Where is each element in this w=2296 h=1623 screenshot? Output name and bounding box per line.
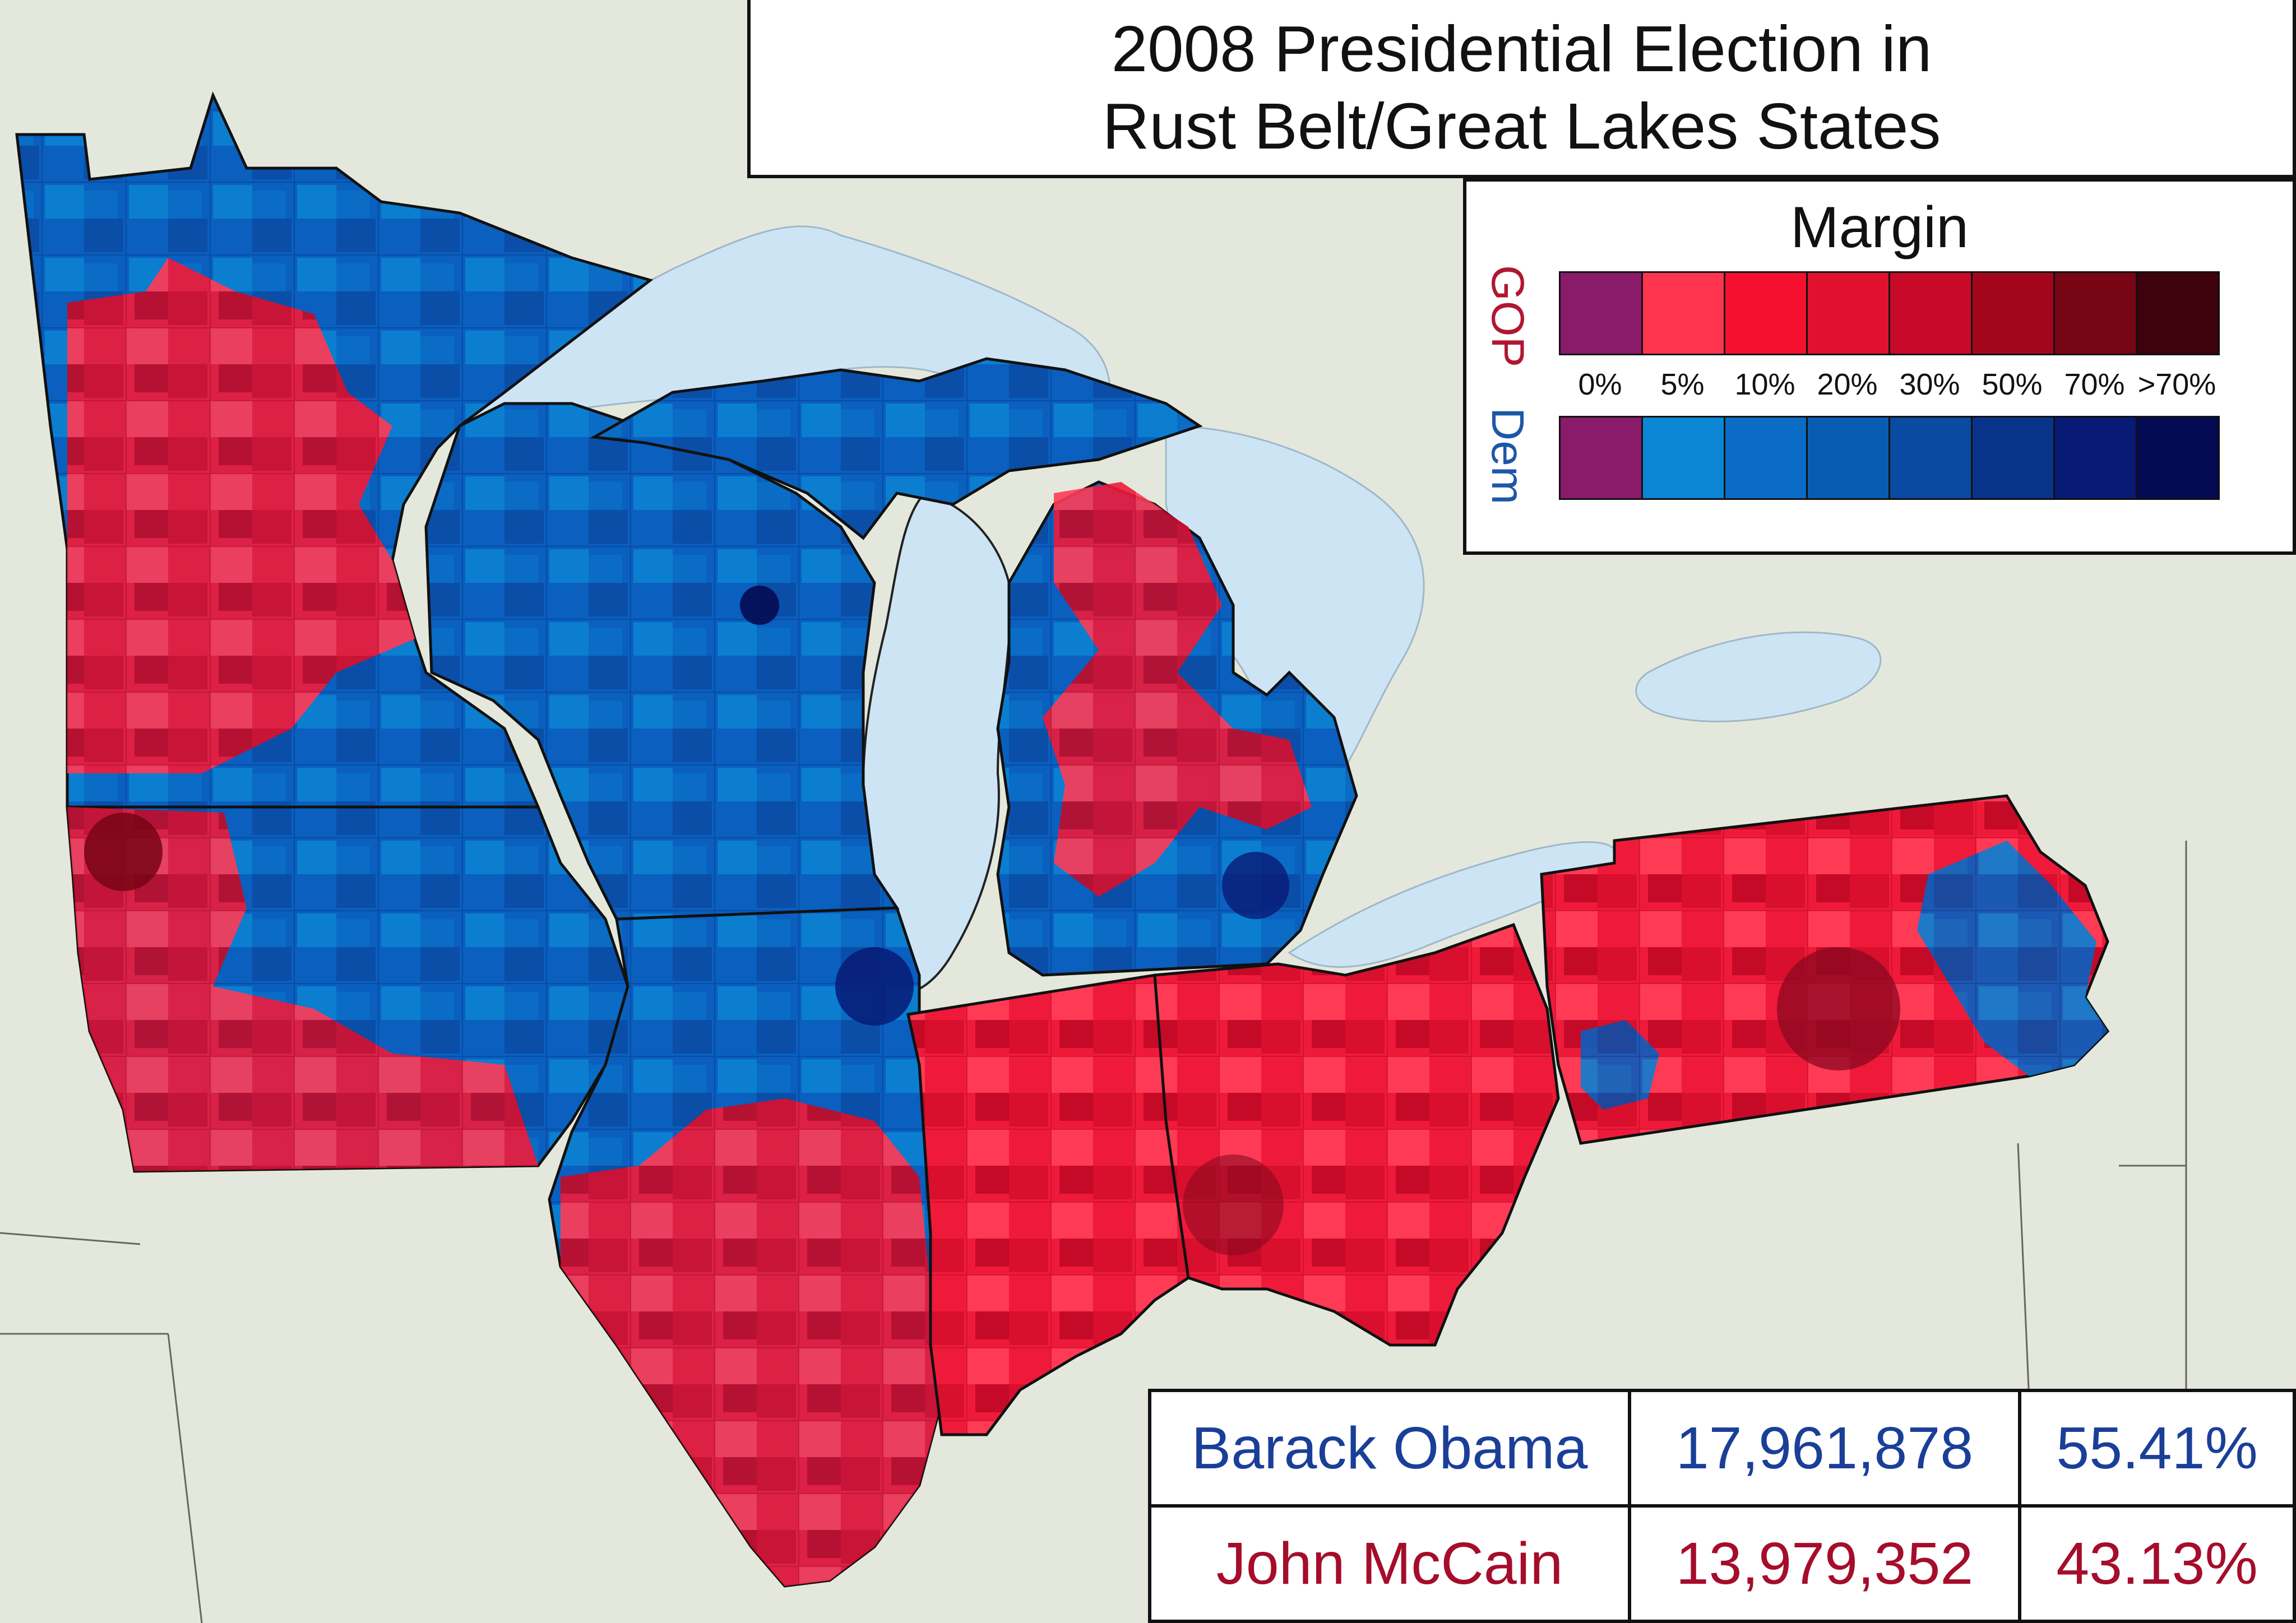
dem-swatch-7 bbox=[2136, 416, 2220, 500]
candidate-name: Barack Obama bbox=[1148, 1389, 1631, 1508]
legend-dem-swatches bbox=[1559, 416, 2220, 500]
title-line-1: 2008 Presidential Election in bbox=[1111, 12, 1932, 85]
pennsylvania-dem-west bbox=[1581, 1020, 1659, 1110]
legend-box: Margin GOP Dem 0% 5% 10% 20% 30% 50% 70% >70% bbox=[1463, 178, 2296, 555]
results-table: Barack Obama 17,961,878 55.41% John McCa… bbox=[1148, 1389, 2296, 1623]
state-michigan-up bbox=[590, 357, 1203, 540]
illinois-gop-south bbox=[561, 1098, 942, 1586]
legend-ticks: 0% 5% 10% 20% 30% 50% 70% >70% bbox=[1559, 367, 2218, 402]
iowa-gop-west bbox=[67, 807, 538, 1171]
legend-title: Margin bbox=[1790, 195, 1969, 260]
gop-swatch-0 bbox=[1559, 271, 1643, 355]
dark-gop-pocket-ohio bbox=[1183, 1154, 1284, 1255]
dem-swatch-2 bbox=[1724, 416, 1808, 500]
lake-ontario bbox=[1635, 631, 1882, 722]
results-row-mccain: John McCain 13,979,352 43.13% bbox=[1148, 1504, 2296, 1623]
legend-tick: 30% bbox=[1899, 368, 1960, 401]
title-box: 2008 Presidential Election in Rust Belt/… bbox=[747, 0, 2296, 178]
michigan-gop-cluster bbox=[1043, 482, 1312, 897]
legend-tick: >70% bbox=[2137, 368, 2216, 401]
legend-tick: 20% bbox=[1817, 368, 1878, 401]
legend-gop-swatches bbox=[1559, 271, 2220, 355]
dark-gop-pocket-iowa bbox=[84, 813, 163, 891]
dem-swatch-5 bbox=[1971, 416, 2055, 500]
dark-gop-pocket-pa bbox=[1777, 947, 1900, 1070]
candidate-votes: 13,979,352 bbox=[1628, 1504, 2021, 1623]
legend-tick: 5% bbox=[1660, 368, 1705, 401]
legend-tick: 0% bbox=[1578, 368, 1622, 401]
state-wisconsin bbox=[424, 402, 900, 921]
dem-swatch-6 bbox=[2053, 416, 2137, 500]
candidate-percent: 43.13% bbox=[2018, 1504, 2296, 1623]
dark-dem-pocket-wisconsin bbox=[740, 586, 779, 625]
legend-tick: 10% bbox=[1734, 368, 1795, 401]
gop-swatch-2 bbox=[1724, 271, 1808, 355]
dem-swatch-1 bbox=[1641, 416, 1725, 500]
candidate-votes: 17,961,878 bbox=[1628, 1389, 2021, 1508]
dem-swatch-3 bbox=[1806, 416, 1890, 500]
candidate-percent: 55.41% bbox=[2018, 1389, 2296, 1508]
dem-swatch-0 bbox=[1559, 416, 1643, 500]
results-row-obama: Barack Obama 17,961,878 55.41% bbox=[1148, 1389, 2296, 1508]
gop-swatch-3 bbox=[1806, 271, 1890, 355]
gop-swatch-5 bbox=[1971, 271, 2055, 355]
legend-tick: 70% bbox=[2064, 368, 2125, 401]
background-state-lines bbox=[0, 841, 2187, 1623]
legend-gop-label: GOP bbox=[1482, 265, 1533, 368]
gop-swatch-1 bbox=[1641, 271, 1725, 355]
gop-swatch-7 bbox=[2136, 271, 2220, 355]
gop-swatch-6 bbox=[2053, 271, 2137, 355]
pennsylvania-dem-east bbox=[1917, 841, 2108, 1076]
legend-dem-label: Dem bbox=[1482, 407, 1533, 505]
gop-swatch-4 bbox=[1888, 271, 1973, 355]
dark-dem-pocket-detroit bbox=[1222, 852, 1289, 919]
minnesota-gop-west bbox=[67, 258, 415, 773]
dem-swatch-4 bbox=[1888, 416, 1973, 500]
title-line-2: Rust Belt/Great Lakes States bbox=[1102, 90, 1941, 163]
candidate-name: John McCain bbox=[1148, 1504, 1631, 1623]
legend-tick: 50% bbox=[1982, 368, 2043, 401]
dark-dem-pocket-chicago bbox=[835, 947, 914, 1026]
